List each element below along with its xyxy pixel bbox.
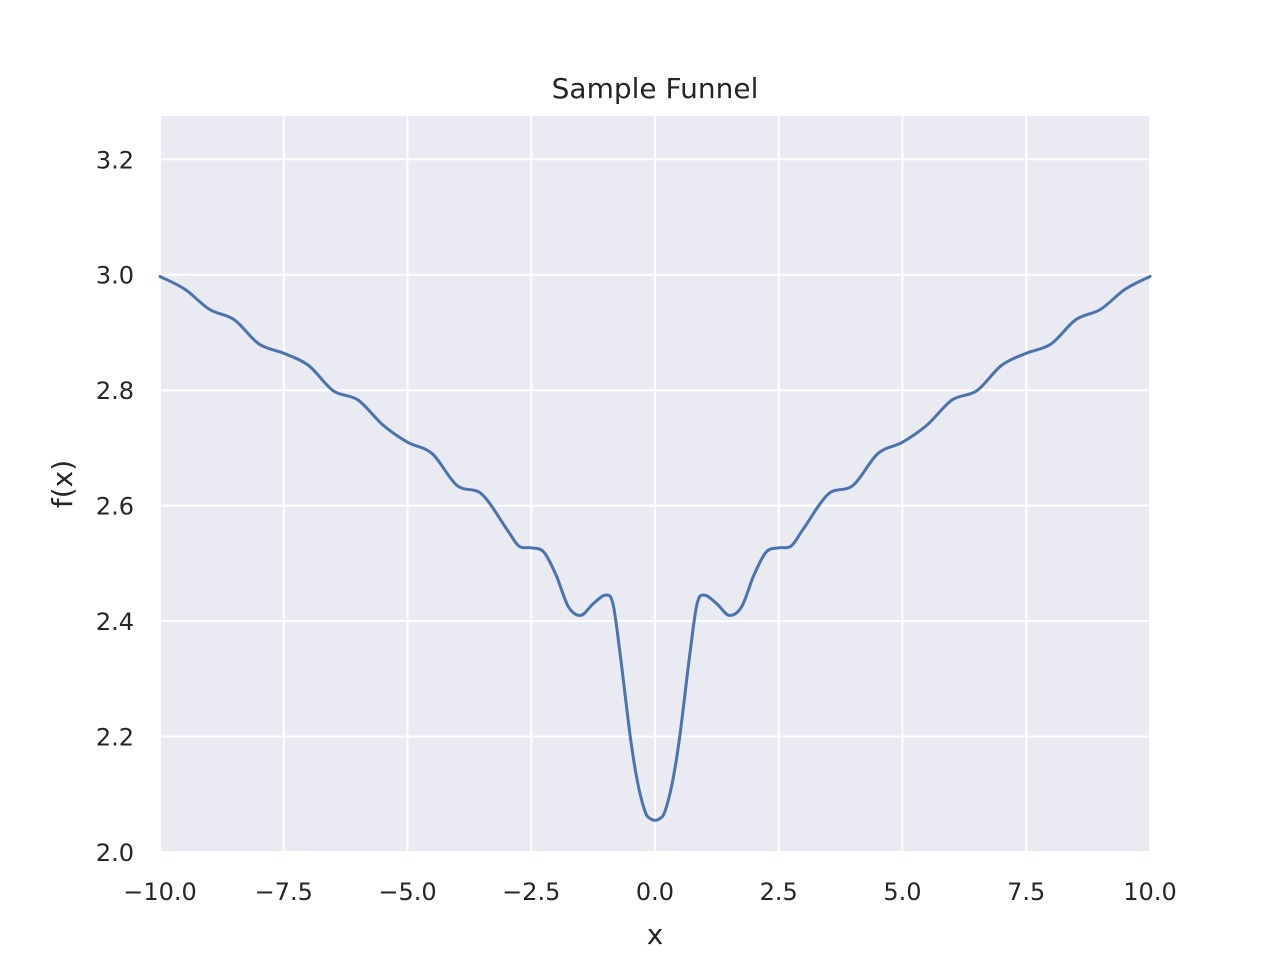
- x-tick-label: 2.5: [760, 878, 798, 906]
- y-axis-label: f(x): [46, 460, 79, 508]
- x-tick-label: −7.5: [255, 878, 313, 906]
- y-tick-label: 3.0: [96, 262, 134, 290]
- x-tick-label: 10.0: [1123, 878, 1176, 906]
- x-tick-label: 5.0: [883, 878, 921, 906]
- y-tick-label: 3.2: [96, 146, 134, 174]
- grid-lines: [159, 116, 1151, 853]
- x-tick-label: −10.0: [123, 878, 197, 906]
- y-axis-ticks: 2.0 2.2 2.4 2.6 2.8 3.0 3.2: [96, 146, 134, 867]
- y-tick-label: 2.0: [96, 839, 134, 867]
- x-axis-label: x: [647, 918, 664, 951]
- y-tick-label: 2.6: [96, 493, 134, 521]
- x-tick-label: −5.0: [378, 878, 436, 906]
- x-tick-label: 7.5: [1007, 878, 1045, 906]
- y-tick-label: 2.8: [96, 377, 134, 405]
- x-tick-label: −2.5: [502, 878, 560, 906]
- x-tick-label: 0.0: [636, 878, 674, 906]
- x-axis-ticks: −10.0 −7.5 −5.0 −2.5 0.0 2.5 5.0 7.5 10.0: [123, 878, 1176, 906]
- chart-title: Sample Funnel: [552, 72, 759, 105]
- y-tick-label: 2.2: [96, 724, 134, 752]
- series-line: [158, 274, 1152, 822]
- y-tick-label: 2.4: [96, 608, 134, 636]
